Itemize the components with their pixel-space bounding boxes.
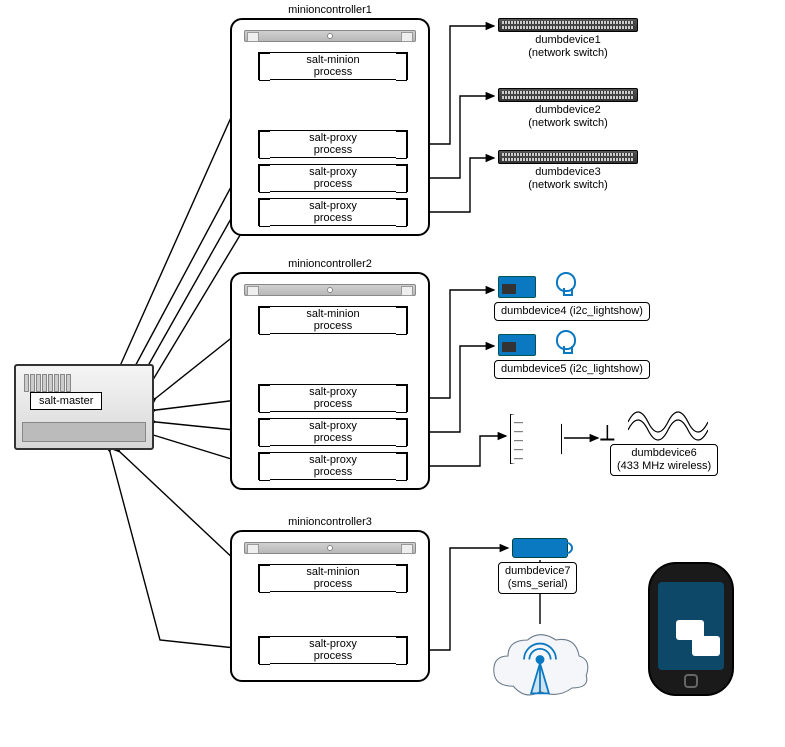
lightshow-2-label: dumbdevice5 (i2c_lightshow) <box>494 360 650 379</box>
c1-salt-proxy-3: salt-proxy process <box>258 198 408 226</box>
arduino-1 <box>498 276 536 298</box>
controller1-title: minioncontroller1 <box>230 4 430 16</box>
controller1-rack <box>244 30 416 42</box>
cloud-icon <box>480 624 600 704</box>
wireless-label: dumbdevice6(433 MHz wireless) <box>610 444 718 476</box>
switch-3 <box>498 150 638 164</box>
controller3-title: minioncontroller3 <box>230 516 430 528</box>
mux-lines: ————— <box>514 418 523 463</box>
c2-salt-proxy-1: salt-proxy process <box>258 384 408 412</box>
arduino-2 <box>498 334 536 356</box>
antenna-icon: ⟂ <box>600 422 615 444</box>
switch-1-label: dumbdevice1(network switch) <box>498 34 638 60</box>
c2-salt-minion: salt-minion process <box>258 306 408 334</box>
rf-waves-icon <box>628 402 708 442</box>
sms-label: dumbdevice7(sms_serial) <box>498 562 577 594</box>
c2-salt-proxy-2: salt-proxy process <box>258 418 408 446</box>
c1-salt-minion: salt-minion process <box>258 52 408 80</box>
c1-salt-proxy-2: salt-proxy process <box>258 164 408 192</box>
switch-1 <box>498 18 638 32</box>
switch-2-label: dumbdevice2(network switch) <box>498 104 638 130</box>
lightshow-1-label: dumbdevice4 (i2c_lightshow) <box>494 302 650 321</box>
c2-salt-proxy-3: salt-proxy process <box>258 452 408 480</box>
controller2-rack <box>244 284 416 296</box>
switch-2 <box>498 88 638 102</box>
c3-salt-minion: salt-minion process <box>258 564 408 592</box>
phone-icon <box>648 562 734 696</box>
controller3-rack <box>244 542 416 554</box>
c3-salt-proxy-1: salt-proxy process <box>258 636 408 664</box>
salt-master-label: salt-master <box>30 392 102 410</box>
bulb-icon-1 <box>556 272 576 292</box>
c1-salt-proxy-1: salt-proxy process <box>258 130 408 158</box>
modem-icon <box>512 538 568 558</box>
switch-3-label: dumbdevice3(network switch) <box>498 166 638 192</box>
controller2-title: minioncontroller2 <box>230 258 430 270</box>
bulb-icon-2 <box>556 330 576 350</box>
